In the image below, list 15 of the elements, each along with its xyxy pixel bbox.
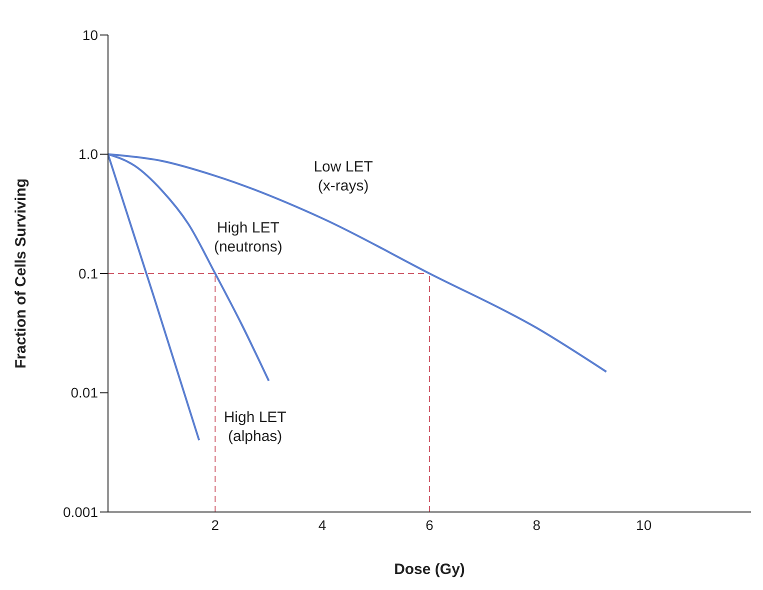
x-tick-label: 2	[211, 516, 220, 533]
x-tick-label: 8	[532, 516, 541, 533]
series-label: High LET (neutrons)	[214, 219, 282, 256]
x-tick-label: 10	[636, 516, 652, 533]
x-tick-label: 6	[426, 516, 434, 533]
y-tick-label: 1.0	[78, 146, 98, 162]
y-tick-label: 0.1	[78, 265, 98, 282]
series-label: High LET (alphas)	[224, 409, 286, 446]
y-tick-label: 0.01	[70, 384, 98, 401]
x-tick-label: 4	[318, 516, 326, 533]
y-tick-label: 0.001	[62, 504, 98, 520]
y-tick-label: 10	[82, 26, 98, 43]
x-axis-title: Dose (Gy)	[394, 561, 465, 578]
series-label: Low LET (x-rays)	[314, 158, 373, 194]
y-axis-title: Fraction of Cells Surviving	[12, 178, 30, 369]
